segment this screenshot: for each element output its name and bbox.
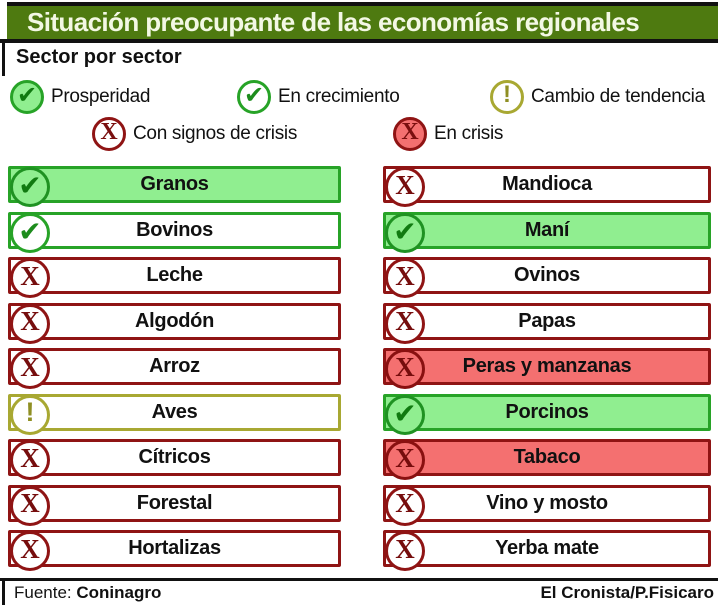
- legend-item-prosperity: ✔ Prosperidad: [10, 80, 150, 114]
- x-icon: X: [10, 349, 50, 389]
- subtitle: Sector por sector: [16, 46, 182, 68]
- sector-label: Granos: [140, 173, 209, 195]
- publisher-credit: El Cronista/P.Fisicaro: [540, 583, 714, 602]
- sector-label: Forestal: [136, 491, 213, 514]
- sector-column-right: X Mandioca ✔ Maní X Ovinos X Papas X Peras y …: [383, 166, 711, 571]
- exclamation-icon: !: [490, 80, 524, 114]
- sector-label: Ovinos: [514, 264, 580, 286]
- frame-tick-bottom: [2, 581, 5, 605]
- sector-label: Maní: [524, 218, 570, 241]
- legend-label: En crisis: [434, 123, 504, 144]
- frame-tick-top: [2, 43, 5, 76]
- x-icon: X: [10, 303, 50, 344]
- sector-row: X Forestal: [8, 484, 341, 526]
- check-icon: ✔: [385, 394, 425, 435]
- x-icon: X: [393, 117, 427, 151]
- sector-row: ! Aves: [8, 393, 341, 435]
- sector-label: Porcinos: [505, 400, 589, 423]
- sector-row: ✔ Porcinos: [383, 393, 711, 435]
- sector-row: X Ovinos: [383, 257, 711, 298]
- sector-row: X Vino y mosto: [383, 484, 711, 526]
- legend-label: En crecimiento: [278, 86, 400, 107]
- x-icon: X: [10, 531, 50, 571]
- sector-row: X Yerba mate: [383, 530, 711, 571]
- legend-label: Cambio de tendencia: [531, 86, 705, 107]
- x-icon: X: [10, 440, 50, 480]
- sector-row: ✔ Bovinos: [8, 211, 341, 253]
- x-icon: X: [385, 167, 425, 207]
- check-icon: ✔: [10, 212, 50, 253]
- sector-label: Mandioca: [502, 173, 592, 195]
- sector-row: X Leche: [8, 257, 341, 298]
- sector-label: Algodón: [135, 309, 214, 332]
- legend-item-crisis-signs: X Con signos de crisis: [92, 117, 297, 151]
- sector-label: Bovinos: [136, 218, 213, 241]
- sector-row: ✔ Granos: [8, 166, 341, 207]
- x-icon: X: [92, 117, 126, 151]
- check-icon: ✔: [10, 80, 44, 114]
- x-icon: X: [385, 485, 425, 526]
- top-rule: [7, 2, 718, 6]
- x-icon: X: [385, 440, 425, 480]
- x-icon: X: [385, 258, 425, 298]
- check-icon: ✔: [237, 80, 271, 114]
- x-icon: X: [385, 531, 425, 571]
- x-icon: X: [385, 303, 425, 344]
- page-title: Situación preocupante de las economías r…: [27, 7, 640, 37]
- sector-label: Leche: [146, 264, 203, 286]
- sector-row: X Algodón: [8, 302, 341, 344]
- sector-label: Peras y manzanas: [462, 355, 632, 377]
- sector-row: X Hortalizas: [8, 530, 341, 571]
- sector-row: X Papas: [383, 302, 711, 344]
- sector-column-left: ✔ Granos ✔ Bovinos X Leche X Algodón X Arroz …: [8, 166, 341, 571]
- legend-label: Con signos de crisis: [133, 123, 298, 144]
- legend-item-trend-change: ! Cambio de tendencia: [490, 80, 705, 114]
- sector-label: Yerba mate: [495, 537, 599, 559]
- sector-row: X Arroz: [8, 348, 341, 389]
- check-icon: ✔: [10, 167, 50, 207]
- legend-item-crisis: X En crisis: [393, 117, 503, 151]
- sector-row: ✔ Maní: [383, 211, 711, 253]
- sector-label: Arroz: [149, 355, 200, 377]
- sector-label: Hortalizas: [128, 537, 221, 559]
- source-credit: Fuente: Coninagro: [14, 583, 161, 603]
- sector-label: Tabaco: [513, 446, 581, 468]
- source-value: Coninagro: [76, 583, 162, 602]
- footer-rule: [0, 578, 718, 581]
- x-icon: X: [385, 349, 425, 389]
- exclamation-icon: !: [10, 394, 50, 435]
- source-label: Fuente:: [14, 583, 72, 602]
- sector-row: X Mandioca: [383, 166, 711, 207]
- header-bar: Situación preocupante de las economías r…: [7, 6, 718, 39]
- sector-label: Cítricos: [138, 446, 211, 468]
- sector-label: Aves: [151, 400, 198, 423]
- check-icon: ✔: [385, 212, 425, 253]
- x-icon: X: [10, 485, 50, 526]
- legend-label: Prosperidad: [51, 86, 151, 107]
- sector-row: X Peras y manzanas: [383, 348, 711, 389]
- sector-label: Vino y mosto: [486, 491, 608, 514]
- sector-label: Papas: [518, 309, 576, 332]
- x-icon: X: [10, 258, 50, 298]
- sector-row: X Tabaco: [383, 439, 711, 480]
- legend-item-growth: ✔ En crecimiento: [237, 80, 400, 114]
- header-rule: [0, 39, 718, 43]
- sector-row: X Cítricos: [8, 439, 341, 480]
